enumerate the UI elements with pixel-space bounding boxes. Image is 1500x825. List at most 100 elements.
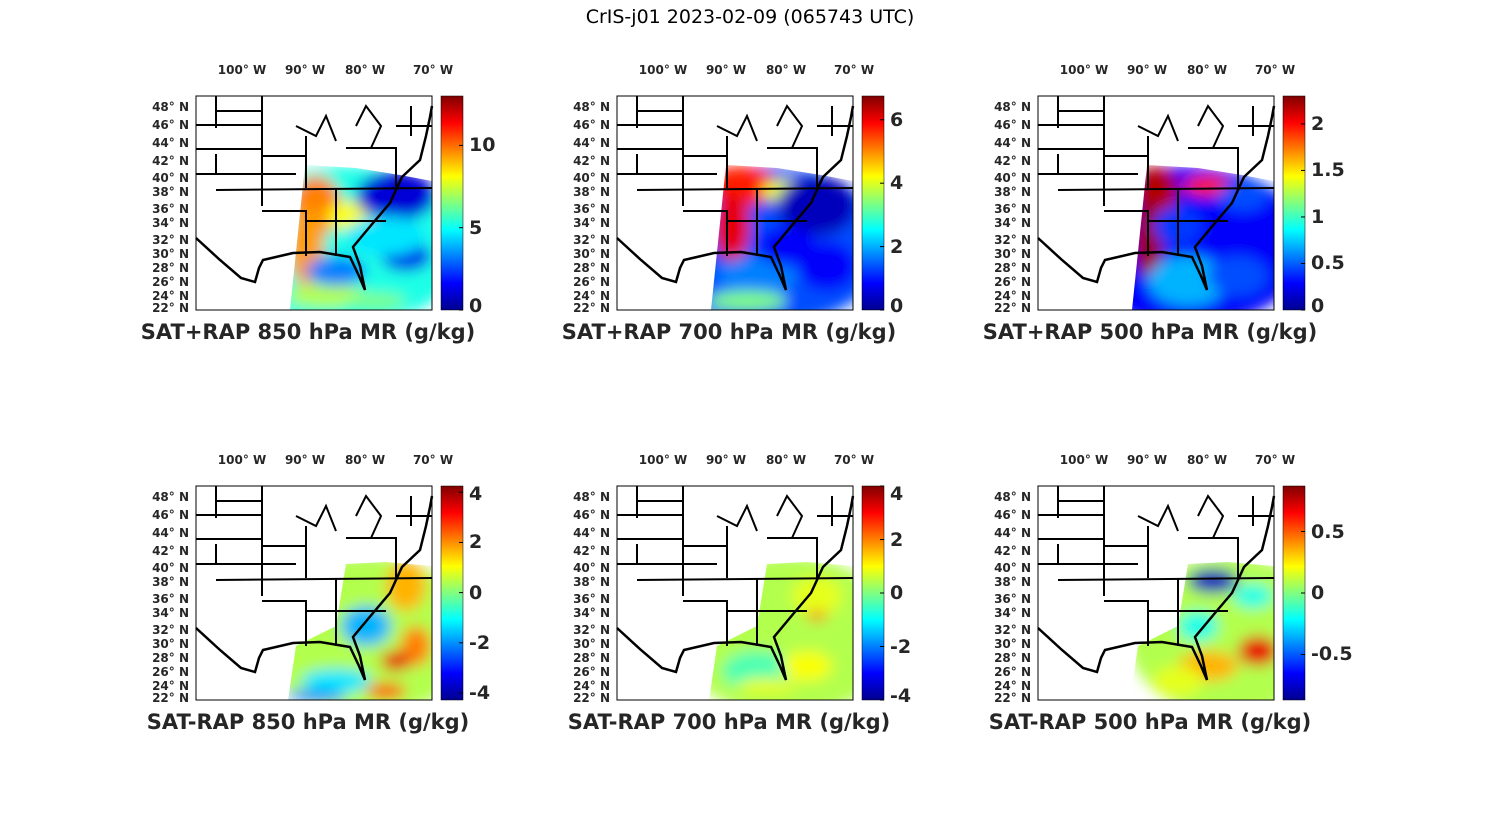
lat-tick-label: 24° N xyxy=(573,289,610,303)
lat-tick-label: 32° N xyxy=(994,623,1031,637)
map-panel-2: 0 2 4 6 100° W 90° W 80° W 70° W 48° N 46° N 44° … xyxy=(562,63,1037,396)
lat-tick-label: 30° N xyxy=(573,637,610,651)
lat-tick-label: 26° N xyxy=(994,665,1031,679)
lat-tick-label: 34° N xyxy=(152,216,189,230)
data-region xyxy=(306,256,366,286)
lat-tick-label: 48° N xyxy=(152,490,189,504)
coastline xyxy=(1037,495,1276,681)
lon-tick-label: 90° W xyxy=(284,63,326,77)
lat-tick-label: 40° N xyxy=(152,561,189,575)
lat-tick-label: 30° N xyxy=(152,247,189,261)
data-region xyxy=(346,216,426,256)
map-plot xyxy=(195,485,464,701)
lat-tick-label: 26° N xyxy=(152,665,189,679)
lon-tick-label: 80° W xyxy=(765,63,807,77)
data-region xyxy=(1153,666,1203,696)
data-region xyxy=(1188,569,1238,593)
lat-tick-label: 48° N xyxy=(994,100,1031,114)
lat-tick-label: 42° N xyxy=(994,544,1031,558)
panel-title: SAT-RAP 700 hPa MR (g/kg) xyxy=(567,710,891,734)
lat-tick-label: 34° N xyxy=(994,606,1031,620)
state-boundaries xyxy=(1037,486,1276,681)
map-plot xyxy=(1037,485,1306,701)
figure-title: CrIS-j01 2023-02-09 (065743 UTC) xyxy=(585,6,915,28)
axes-box xyxy=(195,95,433,311)
map-panel-5: -4 -2 0 2 4 100° W 90° W 80° W 70° W 48° N 46° N 4… xyxy=(568,453,1037,786)
lat-tick-label: 48° N xyxy=(152,100,189,114)
lat-tick-label: 36° N xyxy=(573,202,610,216)
lat-tick-label: 32° N xyxy=(573,233,610,247)
lat-tick-label: 36° N xyxy=(152,592,189,606)
lat-tick-label: 24° N xyxy=(994,289,1031,303)
lat-tick-label: 36° N xyxy=(994,592,1031,606)
lon-tick-label: 70° W xyxy=(1254,453,1296,467)
coastline xyxy=(195,495,434,681)
panel-title: SAT-RAP 500 hPa MR (g/kg) xyxy=(988,710,1312,734)
map-plot xyxy=(616,485,885,701)
lon-tick-label: 70° W xyxy=(833,63,875,77)
data-region xyxy=(1233,584,1273,608)
data-region xyxy=(301,669,371,693)
lat-tick-label: 38° N xyxy=(573,185,610,199)
lat-tick-label: 36° N xyxy=(152,202,189,216)
lat-tick-label: 30° N xyxy=(152,637,189,651)
colorbar-tick-label: 2 xyxy=(1311,112,1325,135)
colorbar-tick-label: -2 xyxy=(890,635,912,658)
colorbar-tick-label: -0.5 xyxy=(1311,643,1353,666)
map-plot xyxy=(195,95,464,311)
data-region xyxy=(290,284,366,308)
lat-tick-label: 24° N xyxy=(573,679,610,693)
lat-tick-label: 22° N xyxy=(152,691,189,705)
lon-tick-label: 100° W xyxy=(638,453,688,467)
lat-tick-label: 42° N xyxy=(152,154,189,168)
lat-tick-label: 24° N xyxy=(152,679,189,693)
colorbar-tick-label: 0 xyxy=(1311,582,1325,604)
lat-tick-label: 46° N xyxy=(573,508,610,522)
map-panel-1: 0 5 10 100° W 90° W 80° W 70° W 48° N 46° N 44° … xyxy=(141,63,616,396)
data-region xyxy=(381,651,411,671)
lat-tick-label: 32° N xyxy=(994,233,1031,247)
data-region xyxy=(737,678,797,694)
colorbar-tick-label: 0.5 xyxy=(1311,520,1345,543)
colorbar-tick-label: 0 xyxy=(469,295,483,317)
data-region xyxy=(807,612,827,620)
lat-tick-label: 24° N xyxy=(152,289,189,303)
map-panel-6: -0.5 0 0.5 100° W 90° W 80° W 70° W 48° N 46° N… xyxy=(989,453,1458,786)
data-region xyxy=(1208,256,1268,296)
lon-tick-label: 90° W xyxy=(705,63,747,77)
lat-tick-label: 28° N xyxy=(152,261,189,275)
map-plot xyxy=(616,95,885,311)
lat-tick-label: 46° N xyxy=(994,118,1031,132)
lat-tick-label: 22° N xyxy=(994,301,1031,315)
colorbar-tick-label: 1 xyxy=(1311,205,1325,228)
lon-tick-label: 90° W xyxy=(705,453,747,467)
colorbar-tick-label: 2 xyxy=(469,531,483,554)
colorbar-tick-label: 5 xyxy=(469,216,483,239)
lat-tick-label: 26° N xyxy=(573,665,610,679)
lon-tick-label: 80° W xyxy=(344,63,386,77)
lon-tick-label: 80° W xyxy=(1186,63,1228,77)
lat-tick-label: 26° N xyxy=(994,275,1031,289)
axes-box xyxy=(616,485,854,701)
lat-tick-label: 44° N xyxy=(152,136,189,150)
data-region xyxy=(1148,256,1228,306)
lat-tick-label: 40° N xyxy=(994,561,1031,575)
lon-tick-label: 100° W xyxy=(217,453,267,467)
lat-tick-label: 44° N xyxy=(573,526,610,540)
lat-tick-label: 24° N xyxy=(994,679,1031,693)
lon-tick-label: 90° W xyxy=(284,453,326,467)
coastline xyxy=(195,105,434,291)
lat-tick-label: 48° N xyxy=(994,490,1031,504)
axes-box xyxy=(616,95,854,311)
lon-tick-label: 80° W xyxy=(765,453,807,467)
lat-tick-label: 22° N xyxy=(573,301,610,315)
coastline xyxy=(1037,105,1276,291)
lon-tick-label: 100° W xyxy=(1059,63,1109,77)
colorbar xyxy=(1282,95,1306,311)
colorbar xyxy=(861,95,885,311)
lat-tick-label: 32° N xyxy=(573,623,610,637)
data-region xyxy=(792,576,842,616)
colorbar-tick-label: 1.5 xyxy=(1311,159,1345,182)
lat-tick-label: 46° N xyxy=(152,118,189,132)
panel-title: SAT+RAP 700 hPa MR (g/kg) xyxy=(561,320,897,344)
